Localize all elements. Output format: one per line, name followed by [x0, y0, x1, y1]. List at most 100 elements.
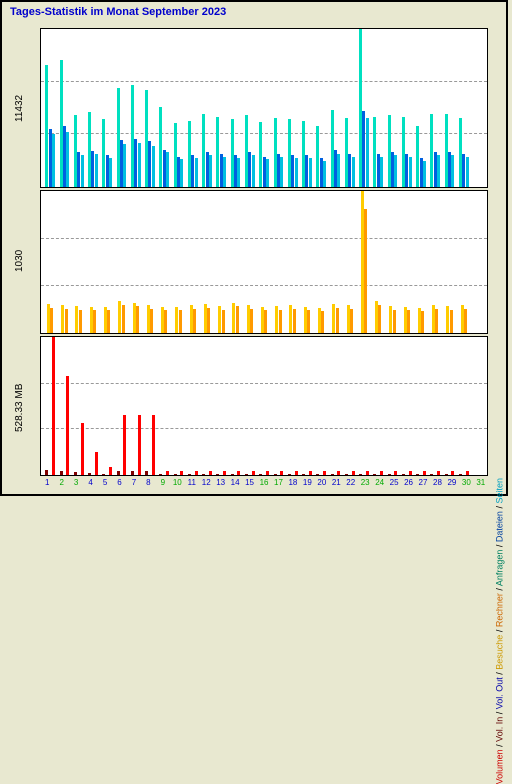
day-column — [328, 29, 342, 187]
day-column — [457, 29, 471, 187]
bar-vol_in — [430, 474, 433, 475]
xaxis-day: 5 — [98, 478, 112, 487]
xaxis-day: 3 — [69, 478, 83, 487]
xaxis-day: 18 — [286, 478, 300, 487]
bar-vol_in — [302, 474, 305, 475]
bar-volumen — [366, 471, 369, 475]
bar-volumen — [337, 471, 340, 475]
bar-vol_in — [117, 471, 120, 475]
bar-seiten — [352, 157, 355, 187]
xaxis-day: 13 — [213, 478, 227, 487]
bar-volumen — [195, 471, 198, 475]
x-axis: 1234567891011121314151617181920212223242… — [40, 478, 488, 487]
bar-rechner — [222, 310, 225, 333]
day-column — [129, 29, 143, 187]
bar-volumen — [394, 471, 397, 475]
bar-vol_in — [316, 474, 319, 475]
bar-volumen — [451, 471, 454, 475]
bar-rechner — [393, 310, 396, 333]
bar-vol_in — [288, 474, 291, 475]
bar-rechner — [336, 308, 339, 334]
day-column — [371, 191, 385, 333]
bar-seiten — [81, 155, 84, 187]
day-column — [100, 337, 114, 475]
day-column — [314, 191, 328, 333]
bar-volumen — [138, 415, 141, 475]
day-column — [143, 191, 157, 333]
bar-seiten — [166, 152, 169, 187]
day-column — [43, 191, 57, 333]
bar-volumen — [66, 376, 69, 475]
day-column — [157, 29, 171, 187]
bar-rechner — [236, 306, 239, 333]
day-column — [357, 29, 371, 187]
bar-vol_in — [231, 474, 234, 475]
bar-rechner — [307, 310, 310, 333]
day-column — [86, 29, 100, 187]
xaxis-day: 19 — [300, 478, 314, 487]
xaxis-day: 24 — [372, 478, 386, 487]
bar-vol_in — [259, 474, 262, 475]
bar-seiten — [95, 154, 98, 187]
bar-volumen — [52, 337, 55, 475]
bar-rechner — [264, 310, 267, 333]
bar-rechner — [407, 310, 410, 333]
bar-seiten — [223, 157, 226, 187]
xaxis-day: 1 — [40, 478, 54, 487]
bar-volumen — [323, 471, 326, 475]
bar-vol_in — [74, 472, 77, 475]
day-column — [414, 29, 428, 187]
bar-seiten — [409, 157, 412, 187]
panel-mid — [40, 190, 488, 334]
xaxis-day: 11 — [185, 478, 199, 487]
day-column — [143, 29, 157, 187]
bar-seiten — [323, 161, 326, 187]
day-column — [428, 29, 442, 187]
day-column — [471, 29, 485, 187]
bar-seiten — [466, 157, 469, 187]
day-column — [186, 337, 200, 475]
bar-volumen — [437, 471, 440, 475]
bar-rechner — [193, 309, 196, 333]
bar-rechner — [435, 309, 438, 333]
ylabel-mid: 1030 — [14, 250, 25, 272]
day-column — [100, 191, 114, 333]
day-column — [228, 337, 242, 475]
bar-seiten — [66, 132, 69, 187]
day-column — [442, 191, 456, 333]
chart-title: Tages-Statistik im Monat September 2023 — [10, 6, 226, 18]
bar-rechner — [179, 310, 182, 333]
xaxis-day: 21 — [329, 478, 343, 487]
xaxis-day: 14 — [228, 478, 242, 487]
bar-rechner — [107, 310, 110, 333]
day-column — [157, 337, 171, 475]
bar-vol_in — [216, 474, 219, 475]
bar-seiten — [195, 158, 198, 187]
day-column — [86, 191, 100, 333]
xaxis-day: 8 — [141, 478, 155, 487]
bar-volumen — [81, 423, 84, 475]
day-column — [343, 337, 357, 475]
bar-volumen — [352, 471, 355, 475]
bar-volumen — [109, 467, 112, 475]
bar-rechner — [164, 310, 167, 333]
day-column — [72, 337, 86, 475]
xaxis-day: 4 — [83, 478, 97, 487]
bar-vol_in — [202, 474, 205, 475]
bar-vol_in — [60, 471, 63, 475]
bar-vol_in — [459, 474, 462, 475]
bar-volumen — [266, 471, 269, 475]
bar-volumen — [280, 471, 283, 475]
bar-seiten — [252, 155, 255, 187]
bar-seiten — [451, 155, 454, 187]
bar-volumen — [237, 471, 240, 475]
bar-volumen — [123, 415, 126, 475]
day-column — [228, 29, 242, 187]
day-column — [286, 337, 300, 475]
day-column — [243, 29, 257, 187]
day-column — [271, 29, 285, 187]
day-column — [286, 29, 300, 187]
day-column — [442, 29, 456, 187]
bar-volumen — [423, 471, 426, 475]
day-column — [243, 337, 257, 475]
